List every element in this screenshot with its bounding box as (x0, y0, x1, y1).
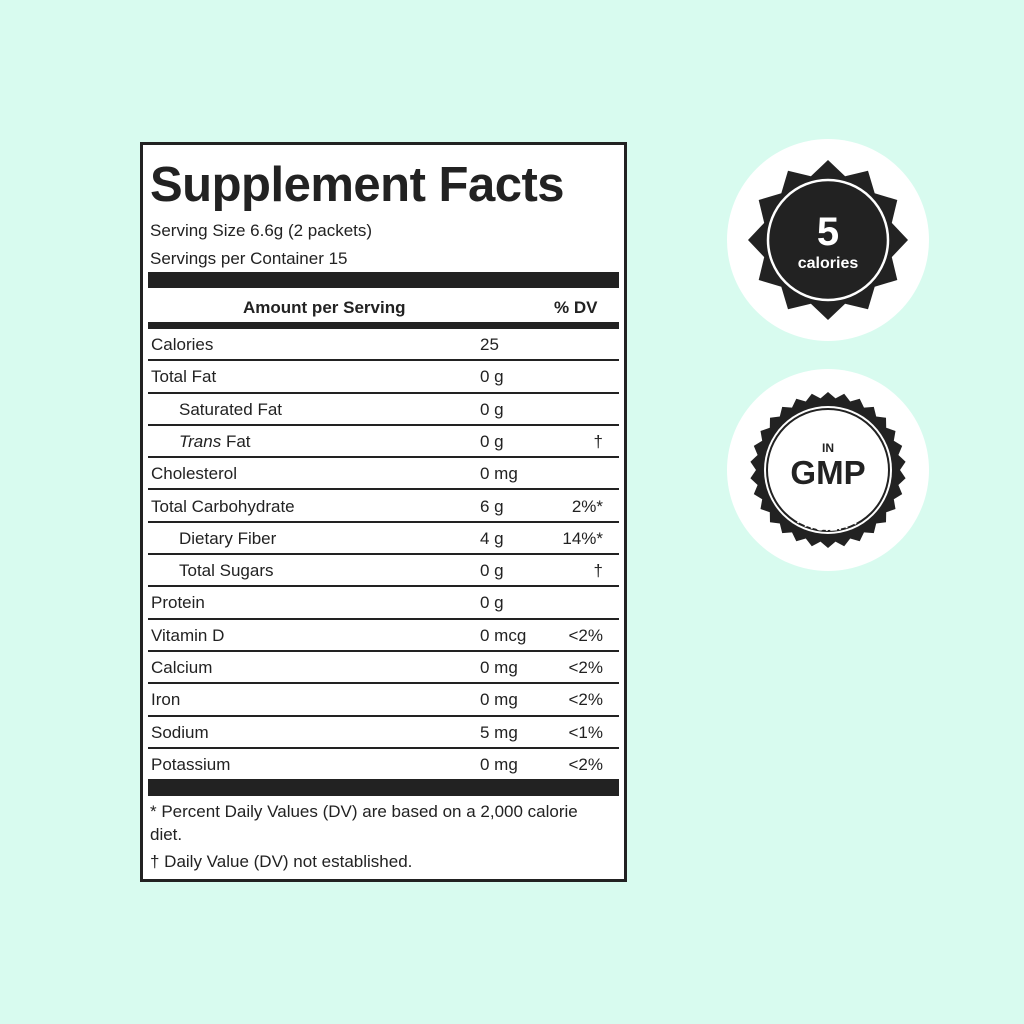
nutrient-row: Trans Fat 0 g † (148, 426, 619, 459)
nutrient-name-text: Total Sugars (179, 561, 274, 581)
nutrient-name-text: Calcium (151, 658, 213, 677)
nutrient-name-text: Vitamin D (151, 625, 225, 645)
nutrient-name: Total Sugars (179, 561, 274, 581)
footnote: † Daily Value (DV) not established. (150, 852, 413, 871)
nutrient-amount: 0 mg (480, 658, 518, 677)
nutrient-row: Total Fat 0 g (148, 361, 619, 394)
gmp-bottom-text: FACILITY (795, 511, 861, 534)
nutrient-dv: <2% (568, 754, 604, 774)
seal-ring (766, 408, 890, 532)
calorie-text: calories (798, 255, 859, 272)
nutrient-row: Total Carbohydrate 6 g 2%* (148, 491, 619, 523)
nutrient-row: Calcium 0 mg <2% (148, 652, 619, 685)
nutrient-row: Potassium 0 mg <2% (148, 749, 619, 782)
badge-background (727, 369, 929, 571)
nutrient-name: Potassium (151, 755, 230, 775)
nutrient-amount: 0 mg (480, 464, 518, 484)
nutrient-name: Protein (151, 593, 205, 613)
nutrient-name: Calcium (151, 658, 212, 678)
nutrient-amount: 0 mg (480, 754, 518, 774)
nutrient-amount: 5 mg (480, 722, 518, 742)
nutrient-name-text: Potassium (151, 754, 231, 774)
supplement-facts-label: Supplement Facts Serving Size 6.6g (2 pa… (140, 142, 627, 882)
medium-rule (148, 322, 619, 329)
gmp-top-text-path: MANUFACTURED (783, 415, 873, 446)
nutrient-amount: 0 mg (480, 690, 518, 710)
badge-ring (766, 178, 890, 302)
nutrient-name-text: Calories (151, 335, 214, 354)
calorie-number: 5 (817, 210, 839, 254)
nutrient-name: Trans Fat (179, 432, 251, 452)
seal-inner (764, 406, 892, 534)
nutrient-dv: 2%* (571, 496, 603, 516)
servings-per-container: Servings per Container 15 (150, 249, 348, 268)
amount-header: Amount per Serving (243, 298, 406, 317)
nutrient-row: Iron 0 mg <2% (148, 684, 619, 717)
nutrient-name: Vitamin D (151, 626, 224, 646)
nutrient-amount: 0 g (480, 561, 504, 581)
nutrient-row: Protein 0 g (148, 587, 619, 620)
nutrient-name: Total Fat (151, 367, 216, 387)
nutrient-dv: † (593, 431, 603, 451)
nutrient-name-text: Sodium (151, 722, 209, 742)
nutrient-name: Iron (151, 690, 180, 710)
nutrient-amount: 0 g (480, 593, 504, 613)
nutrient-dv: 14%* (562, 528, 603, 548)
gmp-in: IN (822, 441, 834, 455)
nutrient-row: Total Sugars 0 g † (148, 555, 619, 588)
nutrient-row: Sodium 5 mg <1% (148, 717, 619, 749)
nutrient-amount: 4 g (480, 528, 504, 548)
nutrient-dv: <2% (568, 690, 604, 710)
nutrient-row: Vitamin D 0 mcg <2% (148, 620, 619, 652)
dv-header: % DV (554, 298, 598, 317)
badge-background (727, 139, 929, 341)
gmp-bottom-text-path: FACILITY (795, 511, 861, 534)
footnote: * Percent Daily Values (DV) are based on… (150, 802, 578, 844)
gmp-seal (750, 392, 906, 548)
nutrient-name-text: Saturated Fat (179, 399, 283, 419)
nutrient-name: Sodium (151, 723, 209, 743)
nutrient-name-text: Total Carbohydrate (151, 496, 295, 516)
nutrient-name: Saturated Fat (179, 400, 282, 420)
nutrient-amount: 0 mcg (480, 625, 527, 645)
nutrient-row: Cholesterol 0 mg (148, 458, 619, 491)
nutrient-name-text: Total Fat (151, 367, 217, 387)
nutrient-name-text: Cholesterol (151, 464, 237, 484)
nutrient-name: Dietary Fiber (179, 529, 276, 549)
nutrient-name-italic: Trans (179, 431, 222, 451)
nutrient-row: Calories 25 (148, 329, 619, 362)
nutrient-row: Saturated Fat 0 g (148, 394, 619, 426)
serving-size: Serving Size 6.6g (2 packets) (150, 221, 373, 240)
nutrient-name-text: Fat (225, 431, 251, 451)
nutrient-dv: <2% (568, 658, 604, 677)
nutrient-name: Cholesterol (151, 464, 237, 484)
nutrient-amount: 25 (480, 335, 499, 354)
nutrient-dv: <2% (568, 625, 604, 645)
nutrient-name: Calories (151, 335, 213, 355)
nutrient-dv: <1% (568, 722, 604, 742)
nutrient-amount: 0 g (480, 399, 504, 419)
nutrient-name-text: Iron (151, 690, 181, 710)
thick-rule (148, 272, 619, 288)
nutrient-name: Total Carbohydrate (151, 497, 295, 517)
thick-rule (148, 781, 619, 796)
nutrient-name-text: Dietary Fiber (179, 528, 277, 548)
star-badge (748, 160, 908, 320)
nutrient-amount: 6 g (480, 496, 504, 516)
nutrient-row: Dietary Fiber 4 g 14%* (148, 523, 619, 556)
gmp-top-text: MANUFACTURED (783, 415, 873, 446)
nutrient-amount: 0 g (480, 431, 504, 451)
label-title: Supplement Facts (150, 158, 565, 212)
gmp-main: GMP (790, 454, 865, 491)
nutrient-amount: 0 g (480, 367, 504, 387)
nutrient-name-text: Protein (151, 593, 205, 613)
nutrient-dv: † (593, 561, 603, 581)
